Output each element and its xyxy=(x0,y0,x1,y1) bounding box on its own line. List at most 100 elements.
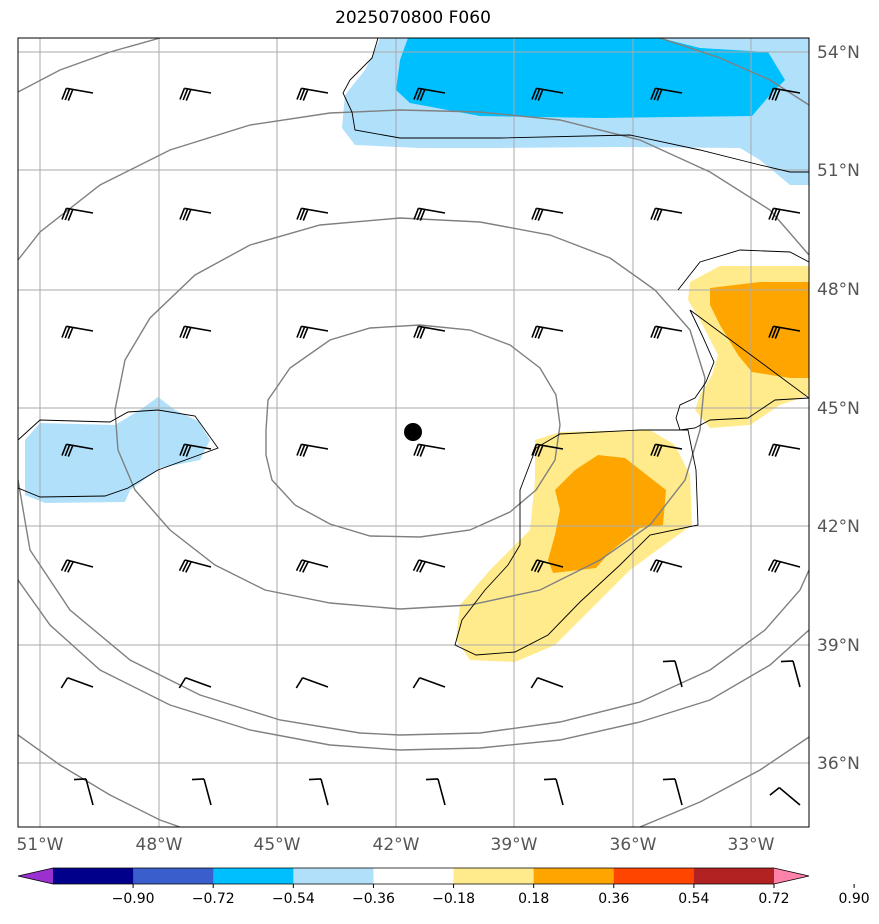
colorbar-label-4: −0.18 xyxy=(432,891,475,907)
wind-barb-r5-c3 xyxy=(412,677,446,689)
lat-label-54: 54°N xyxy=(817,43,860,63)
colorbar-segment-8 xyxy=(613,868,695,884)
wind-barb-r0-c2 xyxy=(296,87,329,101)
longitude-labels: 51°W 48°W 45°W 42°W 39°W 36°W 33°W xyxy=(17,835,775,855)
wind-barb-r6-c1 xyxy=(191,778,212,806)
wind-barb-r1-c1 xyxy=(179,207,212,221)
wind-barb-r3-c6 xyxy=(768,443,801,457)
wind-barb-r4-c6 xyxy=(767,559,801,573)
wind-barb-r6-c6 xyxy=(769,786,801,806)
wind-barb-r0-c4 xyxy=(531,87,564,101)
center-marker xyxy=(404,423,422,441)
wind-barb-r2-c2 xyxy=(296,325,329,339)
wind-barb-r3-c0 xyxy=(61,443,94,457)
wind-barb-r4-c3 xyxy=(412,559,446,573)
wind-barb-r3-c3 xyxy=(413,443,446,457)
lon-label-45: 45°W xyxy=(254,835,301,855)
wind-barb-r2-c6 xyxy=(768,325,801,339)
colorbar-segment-0 xyxy=(18,868,53,884)
colorbar-label-9: 0.90 xyxy=(839,891,870,907)
lon-label-42: 42°W xyxy=(373,835,420,855)
wind-barb-r6-c5 xyxy=(662,778,683,806)
colorbar-label-7: 0.54 xyxy=(678,891,709,907)
colorbar-segment-3 xyxy=(213,868,294,884)
colorbar-segment-4 xyxy=(293,868,374,884)
wind-barb-r4-c4 xyxy=(530,559,564,573)
lon-label-48: 48°W xyxy=(136,835,183,855)
contour-2 xyxy=(114,217,706,610)
contour-3b xyxy=(18,479,809,736)
map-title: 2025070800 F060 xyxy=(335,8,491,28)
colorbar: −0.90 −0.72 −0.54 −0.36 −0.18 0.18 0.36 0.54 0.7… xyxy=(17,867,870,907)
wind-barb-r0-c6 xyxy=(768,87,801,101)
colorbar-segment-7 xyxy=(533,868,615,884)
outline-east xyxy=(675,249,809,431)
contour-5 xyxy=(18,734,181,827)
colorbar-label-3: −0.36 xyxy=(352,891,395,907)
wind-barb-r3-c4 xyxy=(531,443,564,457)
contour-1 xyxy=(265,324,561,538)
lon-label-33: 33°W xyxy=(728,835,775,855)
lat-label-45: 45°N xyxy=(817,399,860,419)
outline-west xyxy=(18,409,219,498)
wind-barbs xyxy=(60,87,801,806)
latitude-labels: 54°N 51°N 48°N 45°N 42°N 39°N 36°N xyxy=(817,43,860,774)
contour-4b xyxy=(659,38,809,106)
wind-barb-r5-c5 xyxy=(662,660,683,688)
map-frame xyxy=(17,37,810,828)
lat-label-48: 48°N xyxy=(817,280,860,300)
lat-label-51: 51°N xyxy=(817,161,860,181)
colorbar-label-1: −0.72 xyxy=(192,891,235,907)
lon-label-36: 36°W xyxy=(610,835,657,855)
colorbar-outline xyxy=(17,867,810,885)
wind-barb-r4-c5 xyxy=(649,559,683,573)
wind-barb-r6-c4 xyxy=(543,778,564,806)
pressure-contours xyxy=(18,38,809,827)
wind-barb-r1-c4 xyxy=(531,207,564,221)
wind-barb-r2-c4 xyxy=(531,325,564,339)
lon-label-39: 39°W xyxy=(491,835,538,855)
lat-label-42: 42°N xyxy=(817,517,860,537)
wind-barb-r6-c0 xyxy=(73,778,94,806)
wind-barb-r5-c1 xyxy=(178,677,212,689)
lat-label-36: 36°N xyxy=(817,754,860,774)
colorbar-segment-2 xyxy=(133,868,214,884)
colorbar-label-0: −0.90 xyxy=(112,891,155,907)
colorbar-label-5: 0.18 xyxy=(518,891,549,907)
wind-barb-r0-c3 xyxy=(413,87,446,101)
colorbar-label-2: −0.54 xyxy=(272,891,315,907)
shaded-fields xyxy=(25,38,809,662)
colorbar-segment-6 xyxy=(453,868,535,884)
wind-barb-r4-c0 xyxy=(60,559,94,573)
colorbar-segment-10 xyxy=(774,868,809,884)
colorbar-label-8: 0.72 xyxy=(758,891,789,907)
lon-label-51: 51°W xyxy=(17,835,64,855)
wind-barb-r6-c3 xyxy=(425,778,446,806)
contour-4 xyxy=(18,38,161,93)
map-plot-area xyxy=(18,38,809,827)
contour-4c xyxy=(18,579,809,751)
shade-orange-central xyxy=(548,455,666,573)
wind-barb-r5-c0 xyxy=(60,677,94,689)
wind-barb-r0-c0 xyxy=(61,87,94,101)
wind-barb-r1-c2 xyxy=(296,207,329,221)
outline-central xyxy=(454,429,699,656)
wind-barb-r1-c0 xyxy=(61,207,94,221)
wind-barb-r5-c4 xyxy=(530,677,564,689)
wind-barb-r0-c5 xyxy=(650,87,683,101)
wind-barb-r1-c5 xyxy=(650,207,683,221)
wind-barb-r2-c3 xyxy=(413,325,446,339)
colorbar-segment-9 xyxy=(693,868,775,884)
wind-barb-r3-c1 xyxy=(179,443,212,457)
wind-barb-r1-c6 xyxy=(768,207,801,221)
wind-barb-r2-c0 xyxy=(61,325,94,339)
wind-barb-r1-c3 xyxy=(413,207,446,221)
wind-barb-r5-c2 xyxy=(295,677,329,689)
anomaly-outlines xyxy=(18,38,809,656)
wind-barb-r2-c5 xyxy=(650,325,683,339)
wind-barb-r0-c1 xyxy=(179,87,212,101)
contour-5b xyxy=(639,736,809,827)
lat-label-39: 39°N xyxy=(817,636,860,656)
colorbar-segment-1 xyxy=(53,868,134,884)
